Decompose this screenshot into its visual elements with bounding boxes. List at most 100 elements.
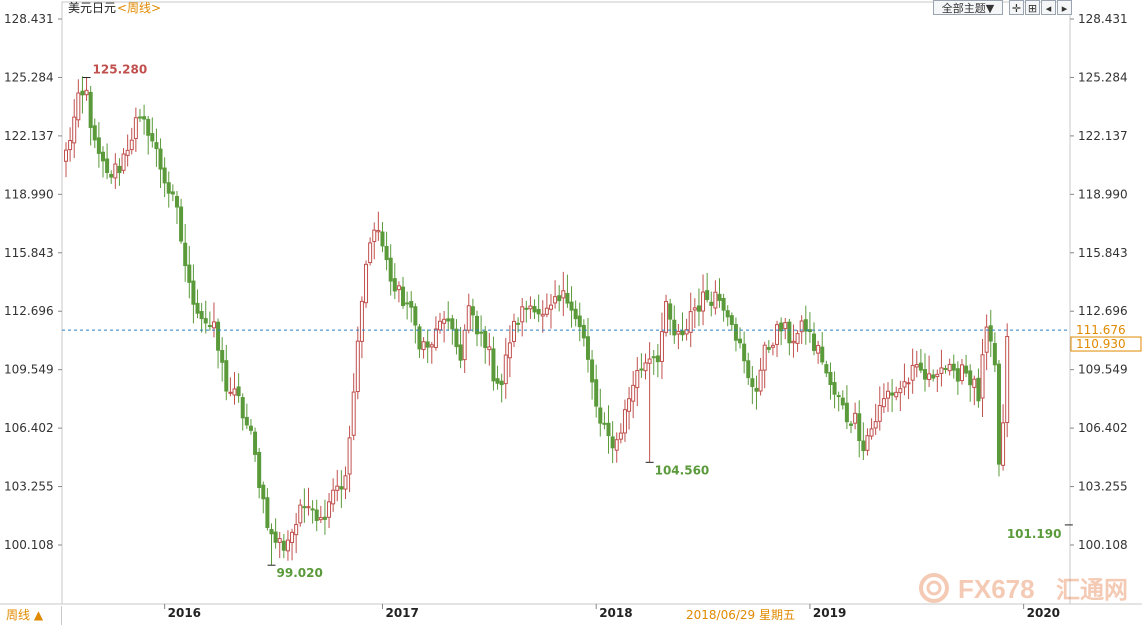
candle-body bbox=[968, 370, 973, 386]
candle-body bbox=[655, 355, 660, 363]
candle-body bbox=[458, 344, 463, 361]
candle-body bbox=[627, 398, 632, 412]
candle-body bbox=[158, 148, 163, 170]
candle-body bbox=[680, 330, 685, 336]
candle-body bbox=[791, 340, 796, 344]
svg-text:汇通网: 汇通网 bbox=[1056, 576, 1128, 604]
candle-body bbox=[170, 191, 175, 195]
candle-body bbox=[762, 344, 767, 371]
candle-body bbox=[836, 395, 841, 398]
candle-body bbox=[220, 350, 225, 363]
right-price-axis: 128.431 125.284 122.137 118.990 115.843 112.6… bbox=[1070, 12, 1128, 552]
candle-body bbox=[113, 163, 118, 179]
candle-body bbox=[972, 378, 977, 388]
candle-body bbox=[931, 374, 936, 379]
candle-body bbox=[602, 422, 607, 425]
candle-body bbox=[125, 149, 130, 156]
candle-body bbox=[290, 531, 295, 543]
candle-body bbox=[635, 370, 640, 389]
candle-body bbox=[775, 324, 780, 345]
candle-body bbox=[725, 310, 730, 318]
candle-body bbox=[548, 304, 553, 310]
candle-body bbox=[906, 382, 911, 385]
expand-icon[interactable]: ⊞ bbox=[1025, 0, 1040, 15]
candle-body bbox=[742, 343, 747, 362]
candle-body bbox=[294, 524, 299, 536]
candle-body bbox=[651, 356, 656, 359]
candle-body bbox=[306, 506, 311, 509]
candle-body bbox=[216, 321, 221, 351]
candle-body bbox=[380, 231, 385, 247]
candle-body bbox=[179, 206, 184, 242]
candle-body bbox=[705, 290, 710, 300]
candle-body bbox=[902, 381, 907, 388]
candle-body bbox=[647, 358, 652, 364]
scroll-right-icon[interactable]: ▸ bbox=[1057, 0, 1072, 15]
candle-body bbox=[475, 315, 479, 335]
scroll-left-icon[interactable]: ◂ bbox=[1041, 0, 1056, 15]
candle-body bbox=[207, 325, 212, 328]
candle-body bbox=[561, 290, 566, 299]
candle-body bbox=[450, 318, 455, 330]
candle-body bbox=[92, 125, 97, 141]
candle-body bbox=[890, 392, 895, 396]
candle-body bbox=[573, 308, 578, 320]
candle-body bbox=[285, 539, 290, 552]
candle-body bbox=[910, 364, 915, 381]
candle-body bbox=[302, 506, 307, 509]
candle-body bbox=[676, 330, 681, 335]
candle-body bbox=[142, 116, 147, 120]
candle-body bbox=[577, 315, 582, 328]
year-tick-label: 2017 bbox=[385, 606, 418, 620]
candle-body bbox=[696, 305, 701, 312]
candle-body bbox=[327, 501, 332, 518]
candle-body bbox=[980, 354, 985, 399]
candle-body bbox=[569, 301, 574, 311]
candle-body bbox=[947, 363, 952, 372]
candle-body bbox=[187, 264, 192, 283]
candle-body bbox=[257, 451, 262, 488]
left-tick-label: 100.108 bbox=[4, 538, 54, 552]
candle-body bbox=[861, 440, 866, 452]
left-tick-label: 118.990 bbox=[4, 187, 54, 201]
extreme-value-label: 99.020 bbox=[277, 566, 323, 580]
candle-body bbox=[466, 305, 471, 331]
candle-body bbox=[795, 333, 800, 344]
candle-body bbox=[766, 347, 771, 350]
extreme-value-label: 104.560 bbox=[655, 463, 710, 477]
candle-body bbox=[429, 344, 434, 348]
candle-body bbox=[166, 182, 171, 194]
candle-body bbox=[80, 90, 85, 96]
candle-body bbox=[770, 344, 775, 348]
candle-body bbox=[779, 322, 784, 332]
candle-body bbox=[376, 229, 381, 233]
left-price-axis: 128.431 125.284 122.137 118.990 115.843 112.6… bbox=[4, 12, 62, 552]
candle-body bbox=[253, 431, 258, 455]
candle-body bbox=[565, 293, 570, 304]
candle-body bbox=[594, 379, 599, 407]
right-tick-label: 112.696 bbox=[1078, 304, 1128, 318]
candle-body bbox=[100, 151, 105, 162]
candle-body bbox=[470, 306, 475, 316]
candle-body bbox=[528, 305, 533, 310]
candle-body bbox=[520, 306, 525, 323]
candle-body bbox=[536, 308, 541, 315]
candle-body bbox=[211, 321, 216, 329]
candle-body bbox=[886, 390, 890, 399]
candle-body bbox=[499, 380, 504, 386]
candle-body bbox=[668, 303, 673, 320]
right-tick-label: 109.549 bbox=[1078, 363, 1128, 377]
candle-body bbox=[849, 423, 854, 426]
period-select-button[interactable]: 周线 ▲ bbox=[0, 606, 62, 625]
extreme-value-label: 101.190 bbox=[1007, 527, 1062, 541]
theme-dropdown-button[interactable]: 全部主题▼ bbox=[933, 0, 1003, 15]
candle-body bbox=[914, 364, 919, 368]
candle-body bbox=[758, 369, 763, 392]
candle-body bbox=[984, 326, 989, 353]
candle-body bbox=[150, 133, 155, 142]
zoom-crosshair-icon[interactable]: ✛ bbox=[1009, 0, 1024, 15]
candle-body bbox=[232, 388, 237, 396]
candle-body bbox=[191, 280, 196, 305]
candle-body bbox=[224, 360, 229, 392]
